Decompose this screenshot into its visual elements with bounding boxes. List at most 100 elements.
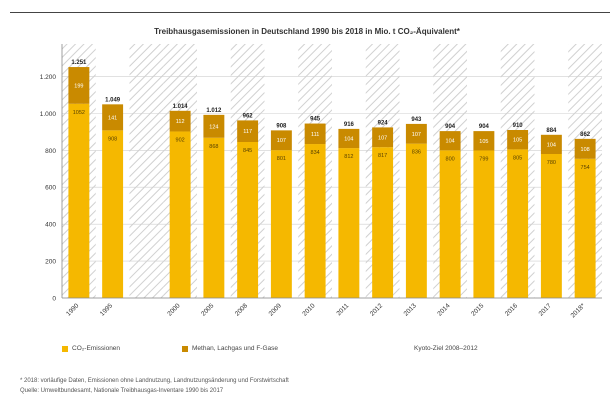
x-tick-label: 1990 <box>65 302 80 317</box>
bar-co2 <box>169 131 191 298</box>
other-label: 111 <box>311 132 319 138</box>
total-label: 1.012 <box>206 108 222 114</box>
bar-other <box>372 127 394 148</box>
x-tick-label: 2015 <box>470 302 485 317</box>
bar-layer <box>68 67 596 299</box>
co2-label: 817 <box>378 153 387 159</box>
total-label: 862 <box>580 132 591 138</box>
other-label: 141 <box>108 115 117 121</box>
hatch-band-gap <box>129 44 164 298</box>
footnote-2: Quelle: Umweltbundesamt, Nationale Treib… <box>20 388 224 394</box>
co2-label: 780 <box>547 160 556 166</box>
y-tick-label: 400 <box>45 222 56 229</box>
other-label: 107 <box>378 135 387 141</box>
bar-other <box>507 130 529 150</box>
bar-other <box>439 131 461 151</box>
total-label: 884 <box>546 128 557 134</box>
bar-co2 <box>439 150 461 298</box>
co2-label: 805 <box>513 155 522 161</box>
legend-label-co2: CO₂-Emissionen <box>72 345 121 352</box>
bar-co2 <box>237 142 259 298</box>
other-label: 104 <box>446 139 455 145</box>
legend-label-kyoto: Kyoto-Ziel 2008–2012 <box>414 345 478 352</box>
other-label: 105 <box>513 138 522 144</box>
bar-co2 <box>68 103 90 299</box>
bar-other <box>237 120 259 142</box>
x-tick-label: 2011 <box>335 302 350 317</box>
bar-other <box>338 128 360 149</box>
other-label: 199 <box>74 83 83 89</box>
x-tick-label: 2008 <box>234 302 249 317</box>
x-tick-label: 2017 <box>538 302 553 317</box>
co2-label: 754 <box>581 165 590 171</box>
co2-label: 800 <box>446 156 455 162</box>
total-label: 924 <box>378 120 389 126</box>
y-tick-label: 0 <box>52 296 56 303</box>
total-label: 910 <box>513 123 524 129</box>
x-tick-label: 2013 <box>403 302 418 317</box>
other-label: 112 <box>176 119 185 125</box>
bar-co2 <box>372 147 394 298</box>
total-label: 908 <box>276 123 287 129</box>
bar-co2 <box>338 148 360 298</box>
bar-other <box>68 67 90 104</box>
bar-co2 <box>574 158 596 298</box>
total-label: 943 <box>411 117 422 123</box>
x-tick-label: 2000 <box>166 302 181 317</box>
co2-label: 1052 <box>73 110 85 116</box>
y-tick-label: 600 <box>45 185 56 192</box>
legend-label-other: Methan, Lachgas und F-Gase <box>192 345 278 352</box>
total-label: 904 <box>445 124 456 130</box>
bar-co2 <box>540 154 562 298</box>
total-label: 945 <box>310 117 321 123</box>
co2-label: 868 <box>209 144 218 150</box>
x-tick-label: 2018* <box>570 302 587 319</box>
other-label: 117 <box>243 129 252 135</box>
bar-co2 <box>507 149 529 298</box>
legend-item-kyoto: Kyoto-Ziel 2008–2012 <box>414 345 478 352</box>
total-label: 962 <box>243 113 254 119</box>
x-tick-label: 2005 <box>200 302 215 317</box>
co2-label: 812 <box>344 154 353 160</box>
bar-co2 <box>304 144 326 298</box>
other-label: 107 <box>412 132 421 138</box>
y-tick-label: 1.200 <box>40 74 57 81</box>
other-label: 104 <box>344 136 353 142</box>
bar-other <box>270 130 292 151</box>
x-tick-label: 2009 <box>268 302 283 317</box>
legend-item-co2: CO₂-Emissionen <box>62 345 120 352</box>
bar-other <box>540 134 562 154</box>
other-label: 124 <box>209 124 218 130</box>
y-tick-label: 200 <box>45 259 56 266</box>
co2-label: 801 <box>277 156 286 162</box>
footnote-1: * 2018: vorläufige Daten, Emissionen ohn… <box>20 378 289 384</box>
other-label: 108 <box>581 147 590 153</box>
total-label: 916 <box>344 122 355 128</box>
bar-other <box>203 114 225 138</box>
bar-co2 <box>270 150 292 298</box>
total-label: 904 <box>479 124 490 130</box>
co2-label: 845 <box>243 148 252 154</box>
x-tick-label: 2014 <box>436 302 451 317</box>
co2-label: 908 <box>108 136 117 142</box>
total-label: 1.014 <box>173 104 189 110</box>
bar-other <box>574 138 596 159</box>
bar-other <box>405 123 427 144</box>
bar-other <box>473 131 495 151</box>
other-label: 107 <box>277 138 286 144</box>
y-tick-label: 1.000 <box>40 111 57 118</box>
total-label: 1.049 <box>105 97 121 103</box>
other-label: 104 <box>547 142 556 148</box>
bar-co2 <box>203 137 225 298</box>
y-tick-label: 800 <box>45 148 56 155</box>
bar-co2 <box>473 150 495 298</box>
legend-swatch-co2 <box>62 345 68 352</box>
x-tick-label: 2016 <box>504 302 519 317</box>
bar-co2 <box>405 143 427 298</box>
legend-swatch-other <box>182 345 188 352</box>
co2-label: 902 <box>176 137 185 143</box>
bar-co2 <box>102 130 124 298</box>
label-layer: 1.251 199 1052 1.049 141 908 1.014 112 902 1.012 1… <box>71 60 590 171</box>
